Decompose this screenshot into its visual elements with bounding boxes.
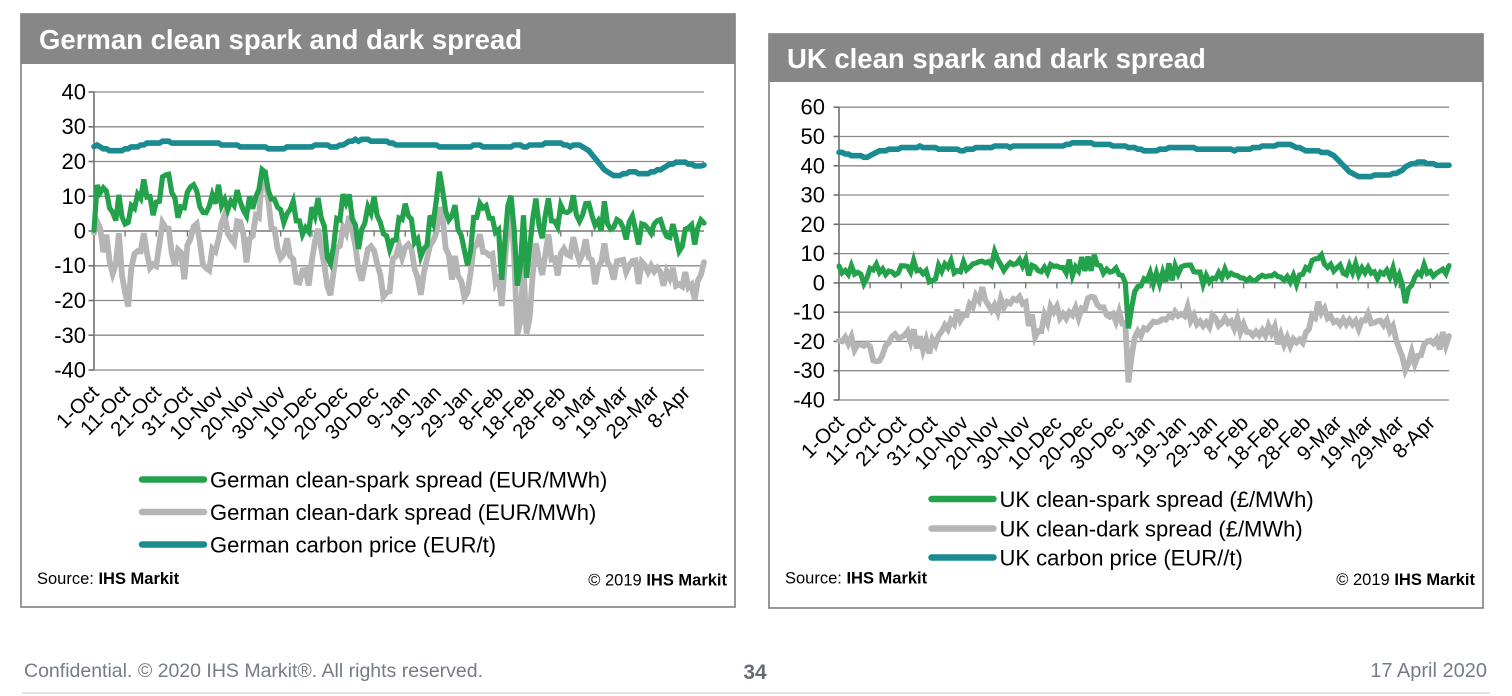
svg-text:30: 30 bbox=[801, 183, 825, 208]
svg-text:German carbon price (EUR/t): German carbon price (EUR/t) bbox=[210, 533, 496, 558]
svg-text:UK clean-dark spread (£/MWh): UK clean-dark spread (£/MWh) bbox=[1000, 517, 1303, 542]
svg-text:17 April 2020: 17 April 2020 bbox=[1370, 660, 1487, 682]
svg-text:10: 10 bbox=[62, 184, 86, 209]
svg-text:Source: IHS Markit: Source: IHS Markit bbox=[37, 570, 180, 588]
svg-text:10: 10 bbox=[801, 241, 825, 266]
svg-text:UK carbon price (EUR//t): UK carbon price (EUR//t) bbox=[1000, 546, 1243, 571]
svg-text:50: 50 bbox=[801, 124, 825, 149]
svg-text:0: 0 bbox=[74, 219, 86, 244]
svg-text:40: 40 bbox=[801, 153, 825, 178]
svg-text:0: 0 bbox=[813, 270, 825, 295]
svg-text:© 2019 IHS Markit: © 2019 IHS Markit bbox=[588, 572, 727, 590]
svg-text:German clean spark and dark sp: German clean spark and dark spread bbox=[39, 24, 522, 55]
svg-text:-20: -20 bbox=[793, 329, 825, 354]
svg-text:UK clean spark and dark spread: UK clean spark and dark spread bbox=[787, 43, 1206, 74]
svg-text:German clean-dark spread (EUR/: German clean-dark spread (EUR/MWh) bbox=[210, 500, 596, 525]
svg-text:60: 60 bbox=[801, 95, 825, 120]
svg-text:30: 30 bbox=[62, 114, 86, 139]
svg-text:34: 34 bbox=[743, 661, 767, 684]
svg-text:-30: -30 bbox=[54, 323, 86, 348]
svg-text:-30: -30 bbox=[793, 358, 825, 383]
svg-text:20: 20 bbox=[801, 212, 825, 237]
svg-text:-40: -40 bbox=[54, 358, 86, 383]
svg-text:Confidential. © 2020 IHS Marki: Confidential. © 2020 IHS Markit®. All ri… bbox=[24, 660, 483, 682]
svg-text:Source: IHS Markit: Source: IHS Markit bbox=[785, 570, 928, 588]
svg-text:-10: -10 bbox=[54, 253, 86, 278]
svg-text:German clean-spark spread (EUR: German clean-spark spread (EUR/MWh) bbox=[210, 468, 607, 493]
svg-text:-40: -40 bbox=[793, 388, 825, 413]
svg-text:40: 40 bbox=[62, 80, 86, 105]
svg-text:20: 20 bbox=[62, 149, 86, 174]
svg-text:-20: -20 bbox=[54, 288, 86, 313]
svg-text:UK clean-spark spread (£/MWh): UK clean-spark spread (£/MWh) bbox=[1000, 487, 1314, 512]
svg-text:-10: -10 bbox=[793, 300, 825, 325]
svg-text:© 2019 IHS Markit: © 2019 IHS Markit bbox=[1336, 571, 1475, 589]
